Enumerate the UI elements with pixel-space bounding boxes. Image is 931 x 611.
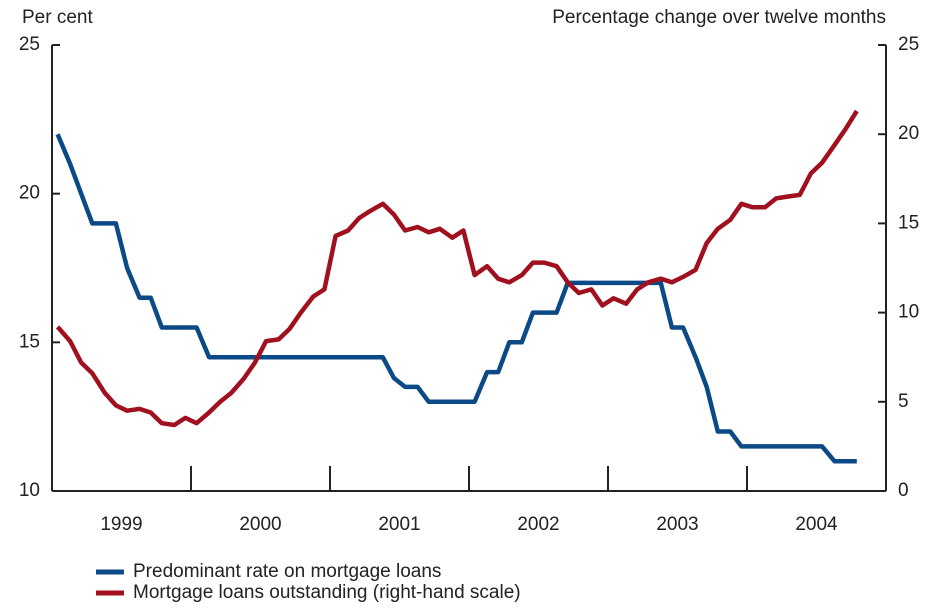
y2-axis-label: Percentage change over twelve months	[552, 7, 886, 28]
y2-tick-label: 15	[898, 212, 919, 233]
data-line	[55, 133, 857, 464]
y-tick-label: 25	[19, 34, 40, 55]
data-line	[55, 109, 859, 428]
x-tick-label: 2004	[795, 514, 838, 535]
y2-tick-label: 0	[898, 480, 909, 501]
x-tick-label: 1999	[100, 514, 142, 535]
legend-label: Mortgage loans outstanding (right-hand s…	[133, 582, 521, 603]
y-axis-label: Per cent	[22, 7, 93, 28]
y-tick-label: 15	[19, 331, 40, 352]
y2-tick-label: 20	[898, 123, 919, 144]
y2-tick-label: 5	[898, 391, 909, 412]
y-tick-label: 10	[19, 480, 40, 501]
x-tick-label: 2001	[378, 514, 420, 535]
x-tick-label: 2002	[517, 514, 559, 535]
y2-tick-label: 25	[898, 34, 919, 55]
x-tick-label: 2000	[239, 514, 281, 535]
y-tick-label: 20	[19, 183, 40, 204]
legend-label: Predominant rate on mortgage loans	[133, 561, 441, 582]
y2-tick-label: 10	[898, 302, 919, 323]
x-tick-label: 2003	[656, 514, 698, 535]
